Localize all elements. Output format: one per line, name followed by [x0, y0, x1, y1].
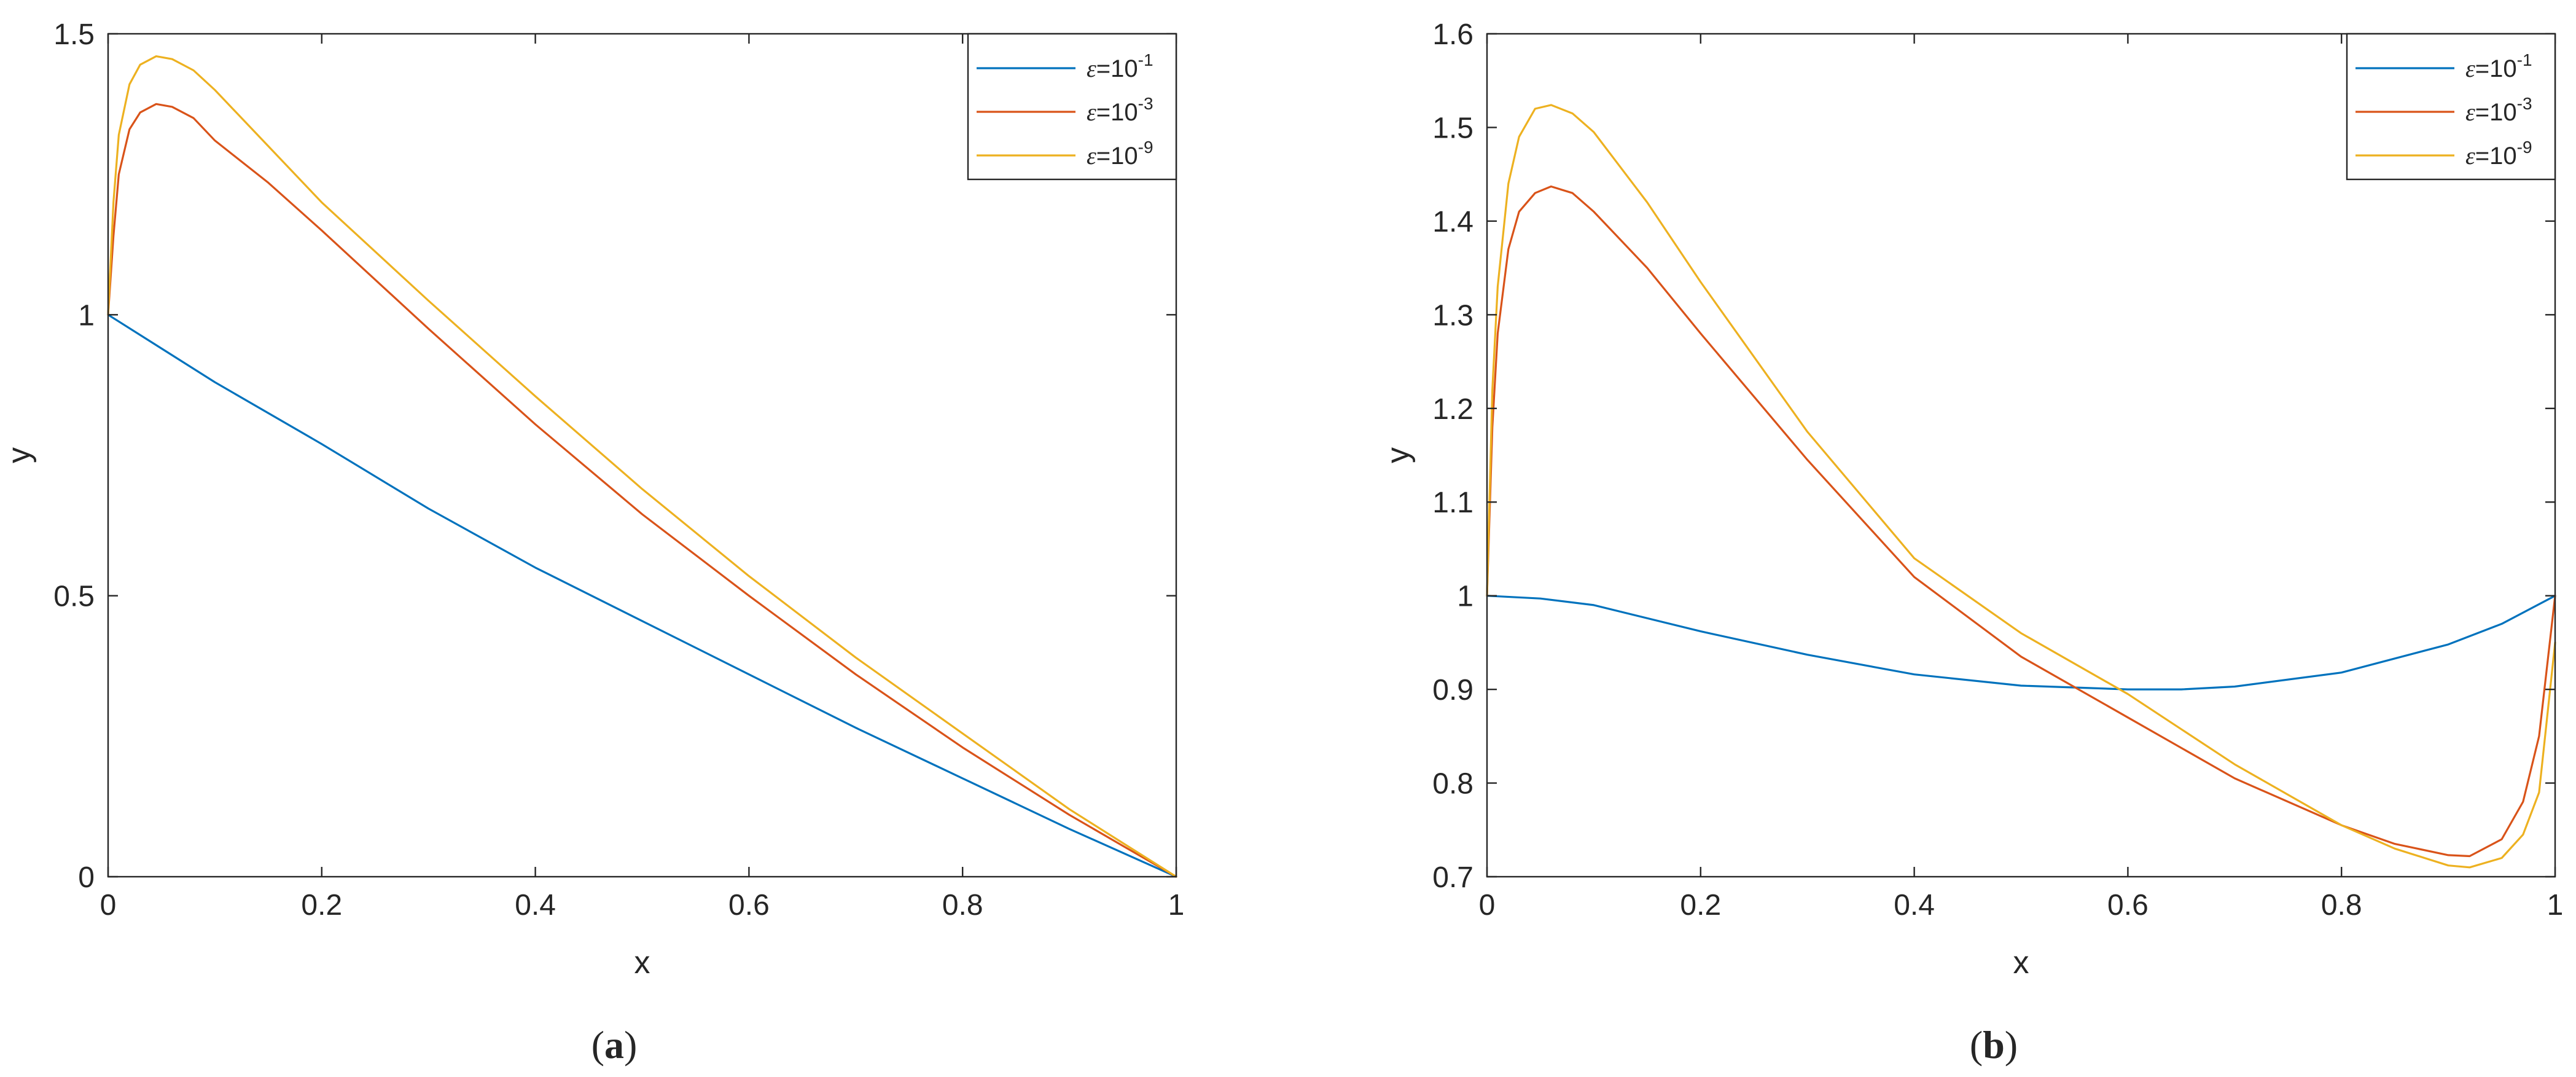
series-line-1 [107, 313, 1177, 878]
legend-label-1: ε=10-1 [1087, 50, 1153, 82]
x-tick-label: 0.2 [1680, 889, 1721, 922]
y-tick-label: 1.1 [1432, 487, 1473, 519]
panel-caption-b: (b) [1970, 1023, 2018, 1067]
y-axis-label: y [1, 447, 37, 463]
y-tick-label: 0 [78, 861, 95, 894]
y-tick-label: 1 [78, 299, 95, 332]
chart-panel-b: 0 0.2 0.4 0.6 0.8 1 0.7 0.8 0.9 1 1.1 1.2 1.3 1.4 1.5 1… [1380, 18, 2563, 981]
series-line-2 [1486, 185, 2556, 858]
legend: ε=10-1 ε=10-3 ε=10-9 [2346, 33, 2556, 181]
legend-label-3: ε=10-9 [1087, 138, 1153, 170]
y-tick-label: 1.2 [1432, 393, 1473, 426]
x-axis-label: x [634, 945, 650, 981]
series-line-2 [107, 103, 1177, 878]
series-line-3 [1486, 104, 2556, 869]
x-tick-label: 0.4 [1894, 889, 1935, 922]
x-tick-label: 0.6 [2107, 889, 2149, 922]
legend-label-2: ε=10-3 [1087, 94, 1153, 126]
y-axis-label: y [1380, 447, 1416, 463]
x-tick-label: 0.2 [301, 889, 342, 922]
axes-box [1486, 33, 2556, 878]
x-tick-label: 0.8 [2321, 889, 2362, 922]
x-tick-label: 0.6 [728, 889, 770, 922]
x-tick-label: 1 [2547, 889, 2564, 922]
y-tick-label: 0.9 [1432, 674, 1473, 707]
legend-label-3: ε=10-9 [2465, 138, 2532, 170]
x-tick-label: 0.8 [942, 889, 983, 922]
x-tick-label: 1 [1168, 889, 1185, 922]
y-tick-label: 1 [1457, 581, 1473, 613]
panel-caption-a: (a) [591, 1023, 638, 1067]
y-tick-label: 1.5 [1432, 112, 1473, 144]
x-tick-label: 0 [1479, 889, 1496, 922]
y-tick-label: 1.4 [1432, 206, 1473, 238]
y-tick-label: 0.8 [1432, 768, 1473, 801]
y-tick-label: 0.5 [53, 581, 95, 613]
y-tick-label: 1.6 [1432, 18, 1473, 51]
legend-label-1: ε=10-1 [2465, 50, 2532, 82]
y-tick-label: 1.3 [1432, 299, 1473, 332]
legend: ε=10-1 ε=10-3 ε=10-9 [967, 33, 1177, 181]
chart-panel-a: 0 0.2 0.4 0.6 0.8 100.511.5xyε=10-1ε=10-3ε=10… [1, 18, 1184, 981]
x-tick-label: 0 [100, 889, 117, 922]
legend-label-2: ε=10-3 [2465, 94, 2532, 126]
series-line-3 [107, 55, 1177, 878]
y-tick-label: 0.7 [1432, 861, 1473, 894]
series-line-1 [1486, 595, 2556, 691]
y-tick-label: 1.5 [53, 18, 95, 51]
x-tick-label: 0.4 [515, 889, 556, 922]
x-axis-label: x [2013, 945, 2029, 981]
axes-box [107, 33, 1177, 878]
